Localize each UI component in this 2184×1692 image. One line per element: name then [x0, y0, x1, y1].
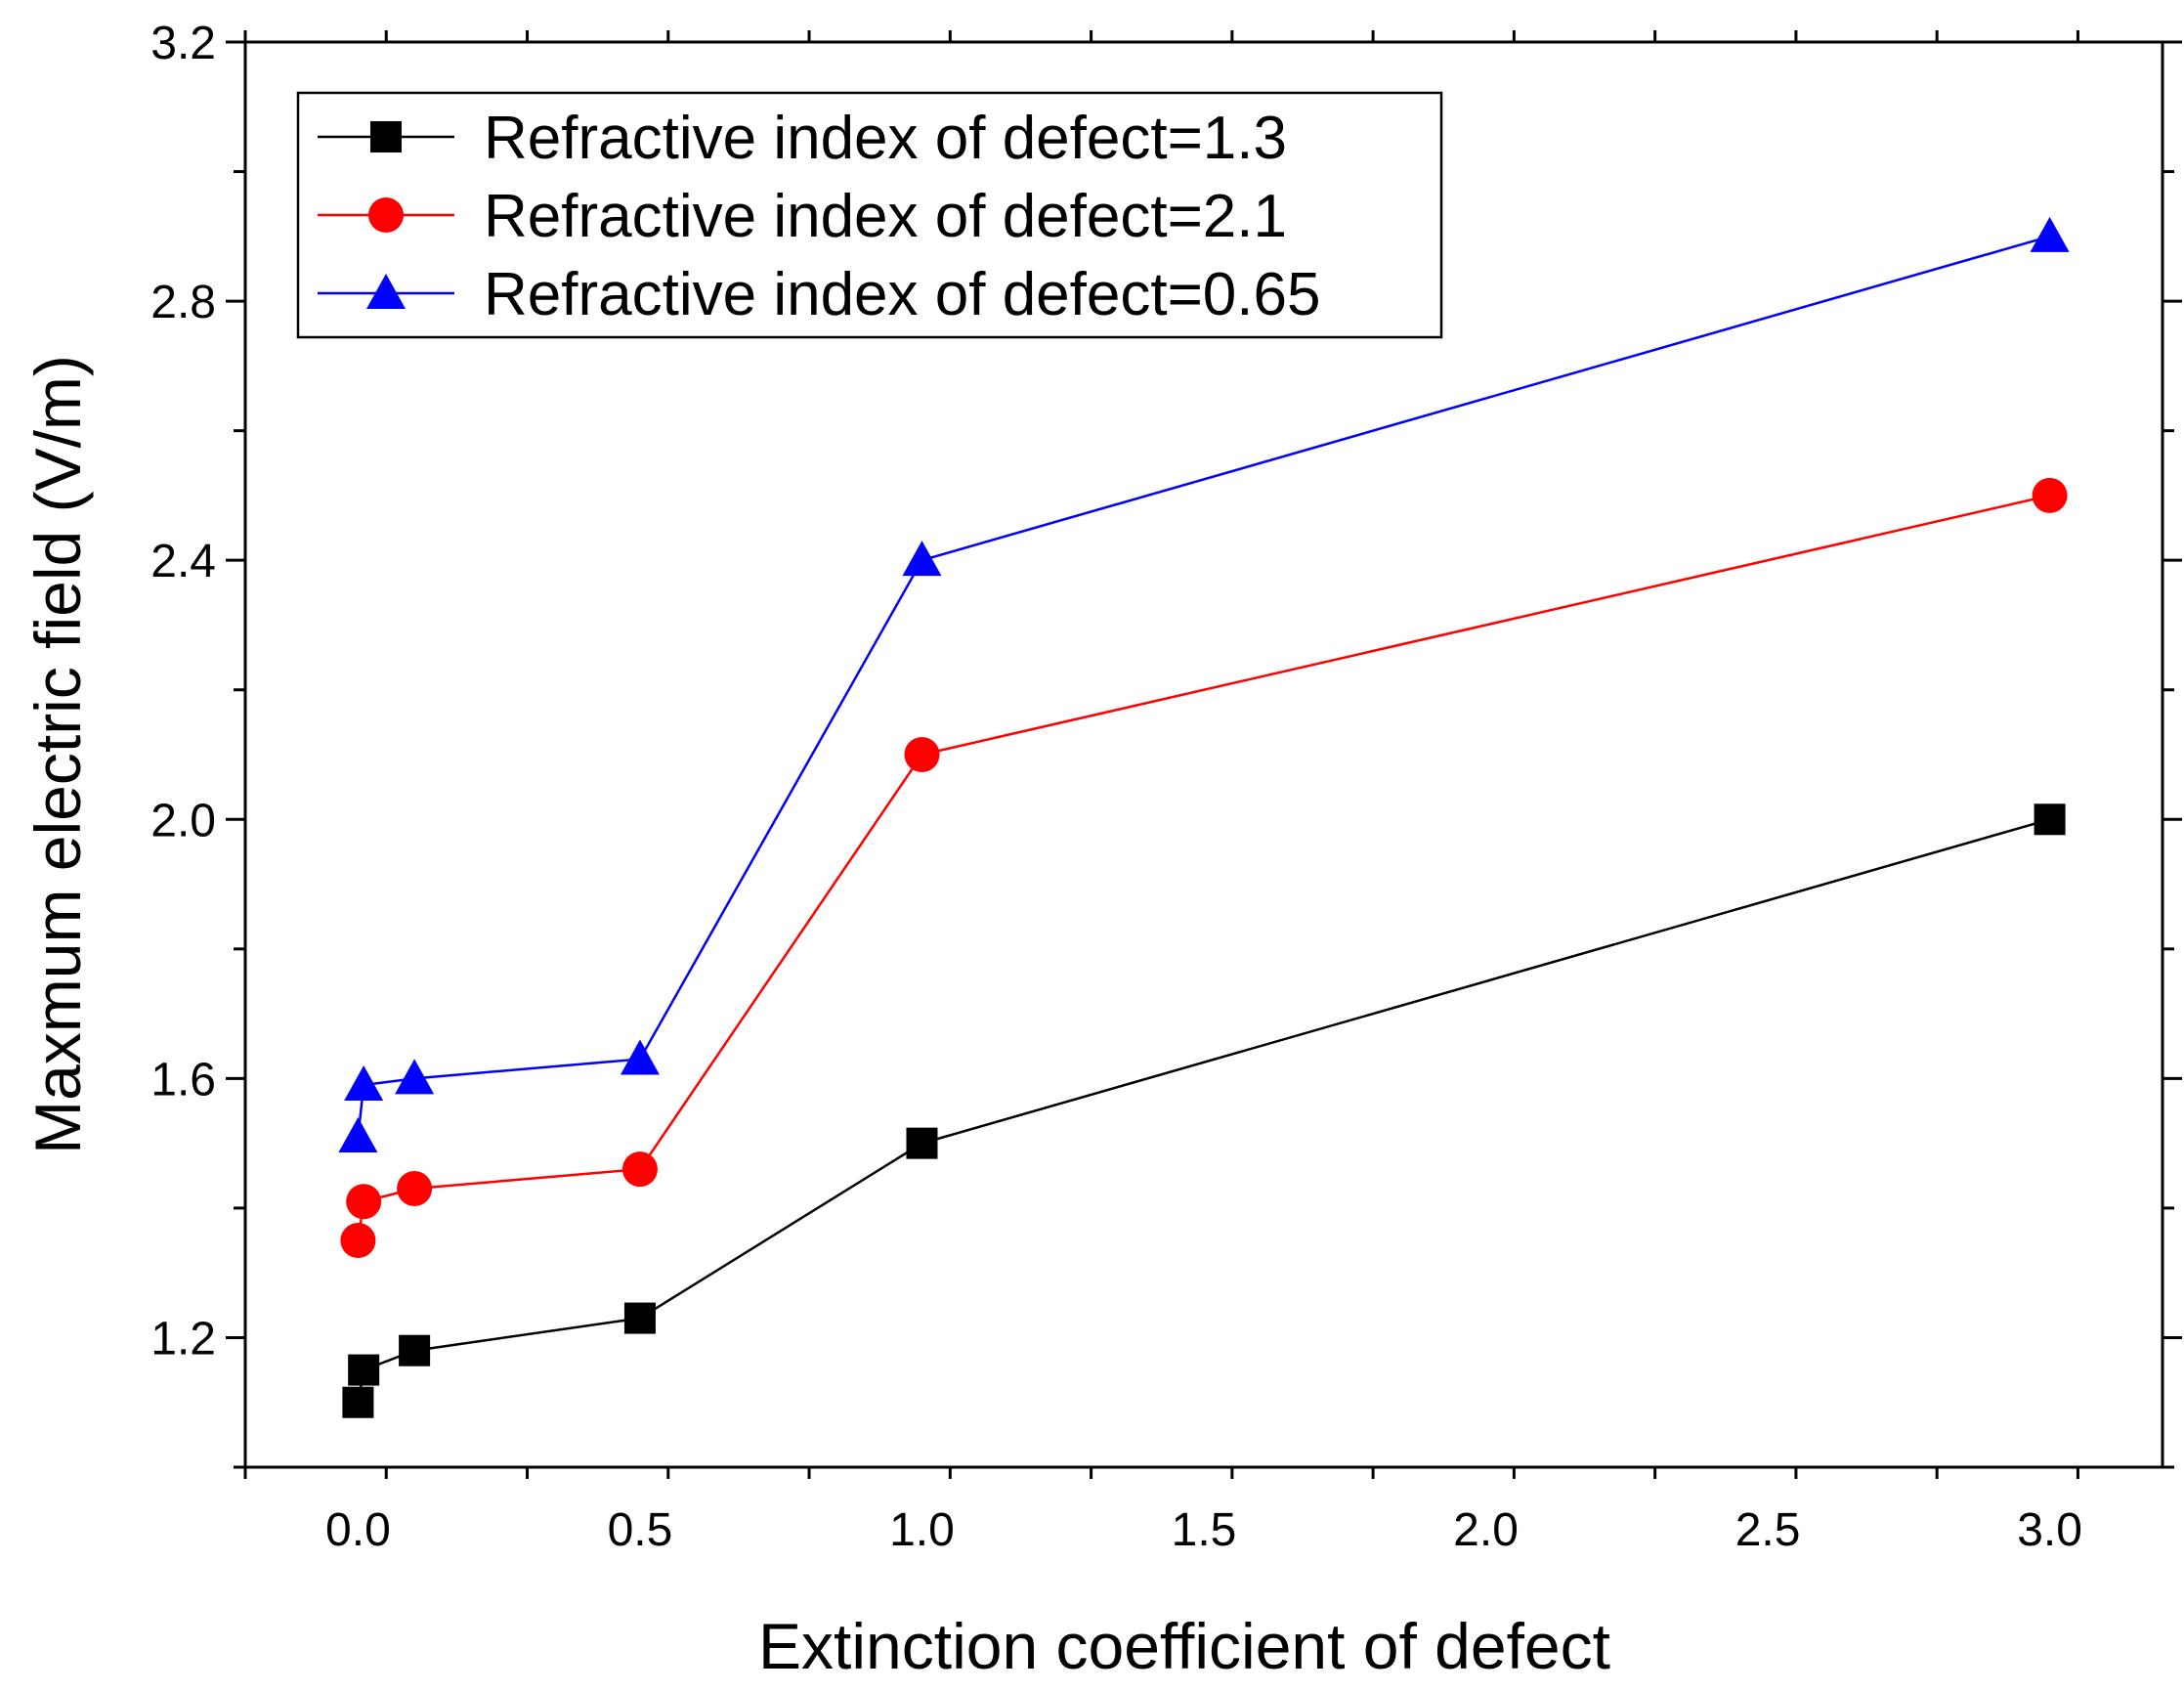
x-tick-label: 0.0 — [325, 1504, 391, 1556]
data-point — [620, 1039, 660, 1075]
series-layer — [338, 216, 2070, 1418]
y-tick-label: 3.2 — [150, 18, 216, 69]
data-point — [2030, 216, 2070, 252]
data-point — [399, 1334, 431, 1367]
legend-marker — [370, 121, 402, 152]
legend-label: Refractive index of defect=0.65 — [484, 261, 1320, 328]
series-line — [357, 818, 2050, 1403]
x-tick-label: 1.0 — [889, 1504, 955, 1556]
y-axis-title: Maxmum electric field (V/m) — [21, 355, 94, 1154]
data-point — [397, 1171, 433, 1207]
legend-box — [296, 91, 1443, 339]
x-tick-label: 0.5 — [608, 1504, 673, 1556]
series-3 — [338, 216, 2070, 1153]
y-tick-label: 1.2 — [150, 1313, 216, 1365]
legend: Refractive index of defect=1.3 Refractive… — [296, 91, 1443, 339]
data-point — [2032, 477, 2068, 513]
x-tick-label: 2.5 — [1735, 1504, 1801, 1556]
series-1 — [342, 803, 2066, 1418]
data-point — [2034, 803, 2066, 836]
legend-item: Refractive index of defect=0.65 — [318, 261, 1320, 328]
data-point — [344, 1064, 384, 1101]
data-point — [340, 1223, 376, 1259]
series-2 — [340, 477, 2068, 1259]
data-point — [395, 1059, 435, 1095]
legend-label: Refractive index of defect=1.3 — [484, 105, 1287, 172]
data-point — [346, 1184, 382, 1220]
data-point — [906, 1127, 938, 1159]
series-line — [357, 235, 2050, 1138]
data-point — [338, 1117, 378, 1153]
y-tick-label: 2.4 — [150, 536, 216, 587]
plot-area — [243, 40, 2164, 1469]
legend-marker — [366, 274, 406, 309]
x-tick-label: 1.5 — [1172, 1504, 1237, 1556]
x-tick-label: 2.0 — [1453, 1504, 1519, 1556]
data-point — [904, 737, 940, 772]
data-point — [623, 1302, 656, 1334]
series-line — [357, 494, 2050, 1241]
y-tick-label: 1.6 — [150, 1054, 216, 1106]
legend-label: Refractive index of defect=2.1 — [484, 183, 1287, 250]
y-tick-label: 2.0 — [150, 795, 216, 846]
data-point — [621, 1151, 658, 1188]
x-axis-title: Extinction coefficient of defect — [758, 1610, 1610, 1682]
plot-frame — [243, 40, 2164, 1469]
data-point — [902, 541, 942, 577]
axis-ticks: 0.0 0.5 1.0 1.5 2.0 2.5 3.0 1.2 1.6 2.0 2.4 2.8 3.2 — [150, 18, 2182, 1556]
legend-item: Refractive index of defect=2.1 — [318, 183, 1287, 250]
data-point — [348, 1354, 380, 1386]
x-tick-label: 3.0 — [2017, 1504, 2082, 1556]
y-tick-label: 2.8 — [150, 277, 216, 328]
legend-item: Refractive index of defect=1.3 — [318, 105, 1287, 172]
data-point — [342, 1386, 374, 1418]
legend-marker — [368, 197, 404, 233]
